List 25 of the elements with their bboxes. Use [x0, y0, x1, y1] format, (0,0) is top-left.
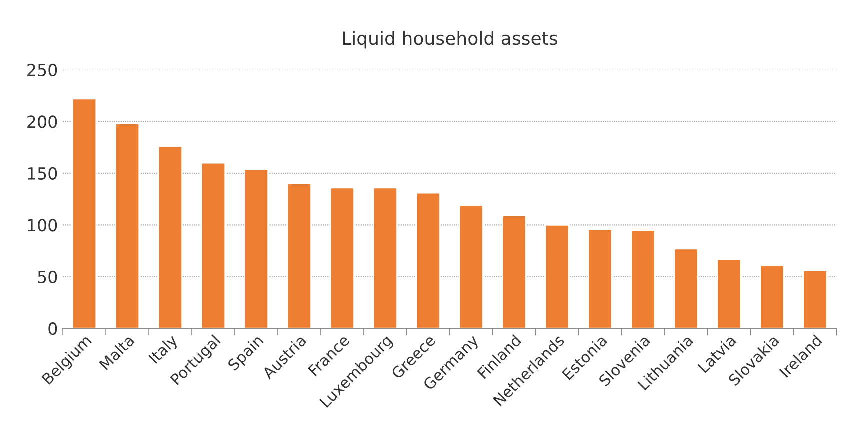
bar: [802, 270, 828, 329]
chart-title: Liquid household assets: [343, 31, 558, 49]
bar: [286, 183, 312, 329]
bar: [72, 98, 98, 329]
bar: [244, 168, 270, 329]
bar: [416, 192, 441, 329]
y-tick-label: 250: [28, 64, 58, 77]
bar: [588, 228, 613, 329]
bar: [502, 215, 527, 329]
y-tick-label: 150: [28, 167, 58, 180]
bar: [674, 248, 699, 329]
bar: [760, 264, 785, 329]
bar: [716, 258, 742, 329]
bar: [158, 146, 184, 329]
y-tick-label: 100: [28, 219, 58, 232]
bar: [115, 123, 140, 329]
bar: [372, 187, 398, 329]
bar: [201, 162, 226, 329]
bar: [458, 204, 484, 329]
bar: [630, 230, 656, 329]
y-tick-label: 50: [38, 270, 58, 284]
bar: [330, 187, 355, 329]
bar: [544, 224, 570, 329]
y-tick-label: 200: [28, 116, 58, 128]
y-tick-label: 0: [48, 322, 58, 336]
